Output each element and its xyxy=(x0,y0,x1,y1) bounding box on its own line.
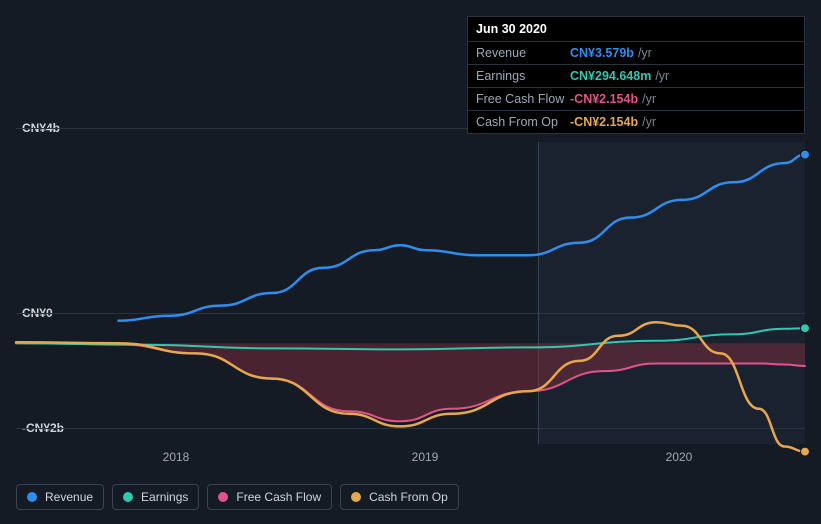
legend-label: Earnings xyxy=(141,490,188,504)
legend: Revenue Earnings Free Cash Flow Cash From O… xyxy=(16,484,459,510)
legend-item[interactable]: Revenue xyxy=(16,484,104,510)
chart-tooltip: Jun 30 2020 RevenueCN¥3.579b/yrEarningsC… xyxy=(467,16,805,134)
area-free-cash-flow xyxy=(16,343,805,421)
x-axis-label: 2019 xyxy=(412,450,439,464)
tooltip-row-unit: /yr xyxy=(642,115,656,129)
tooltip-row-label: Earnings xyxy=(476,69,570,83)
legend-label: Free Cash Flow xyxy=(236,490,321,504)
tooltip-row: EarningsCN¥294.648m/yr xyxy=(468,65,804,88)
tooltip-row-unit: /yr xyxy=(642,92,656,106)
legend-item[interactable]: Cash From Op xyxy=(340,484,459,510)
x-axis-label: 2020 xyxy=(666,450,693,464)
legend-dot xyxy=(351,492,361,502)
tooltip-row-value: CN¥294.648m xyxy=(570,69,651,83)
series-endpoint-marker xyxy=(801,150,810,159)
tooltip-row: Free Cash Flow-CN¥2.154b/yr xyxy=(468,88,804,111)
tooltip-row-label: Revenue xyxy=(476,46,570,60)
tooltip-row: Cash From Op-CN¥2.154b/yr xyxy=(468,111,804,133)
series-endpoint-marker xyxy=(801,324,810,333)
tooltip-row-unit: /yr xyxy=(655,69,669,83)
tooltip-row-label: Free Cash Flow xyxy=(476,92,570,106)
tooltip-row-value: -CN¥2.154b xyxy=(570,92,638,106)
tooltip-row-value: -CN¥2.154b xyxy=(570,115,638,129)
legend-label: Cash From Op xyxy=(369,490,448,504)
tooltip-row-unit: /yr xyxy=(638,46,652,60)
legend-item[interactable]: Earnings xyxy=(112,484,199,510)
x-axis-label: 2018 xyxy=(163,450,190,464)
tooltip-row: RevenueCN¥3.579b/yr xyxy=(468,42,804,65)
plot-area xyxy=(16,142,805,444)
line-revenue xyxy=(119,155,806,321)
series-endpoint-marker xyxy=(801,447,810,456)
tooltip-date: Jun 30 2020 xyxy=(468,17,804,42)
tooltip-row-value: CN¥3.579b xyxy=(570,46,634,60)
legend-item[interactable]: Free Cash Flow xyxy=(207,484,332,510)
chart-svg xyxy=(16,142,805,444)
legend-label: Revenue xyxy=(45,490,93,504)
legend-dot xyxy=(27,492,37,502)
legend-dot xyxy=(218,492,228,502)
legend-dot xyxy=(123,492,133,502)
tooltip-row-label: Cash From Op xyxy=(476,115,570,129)
